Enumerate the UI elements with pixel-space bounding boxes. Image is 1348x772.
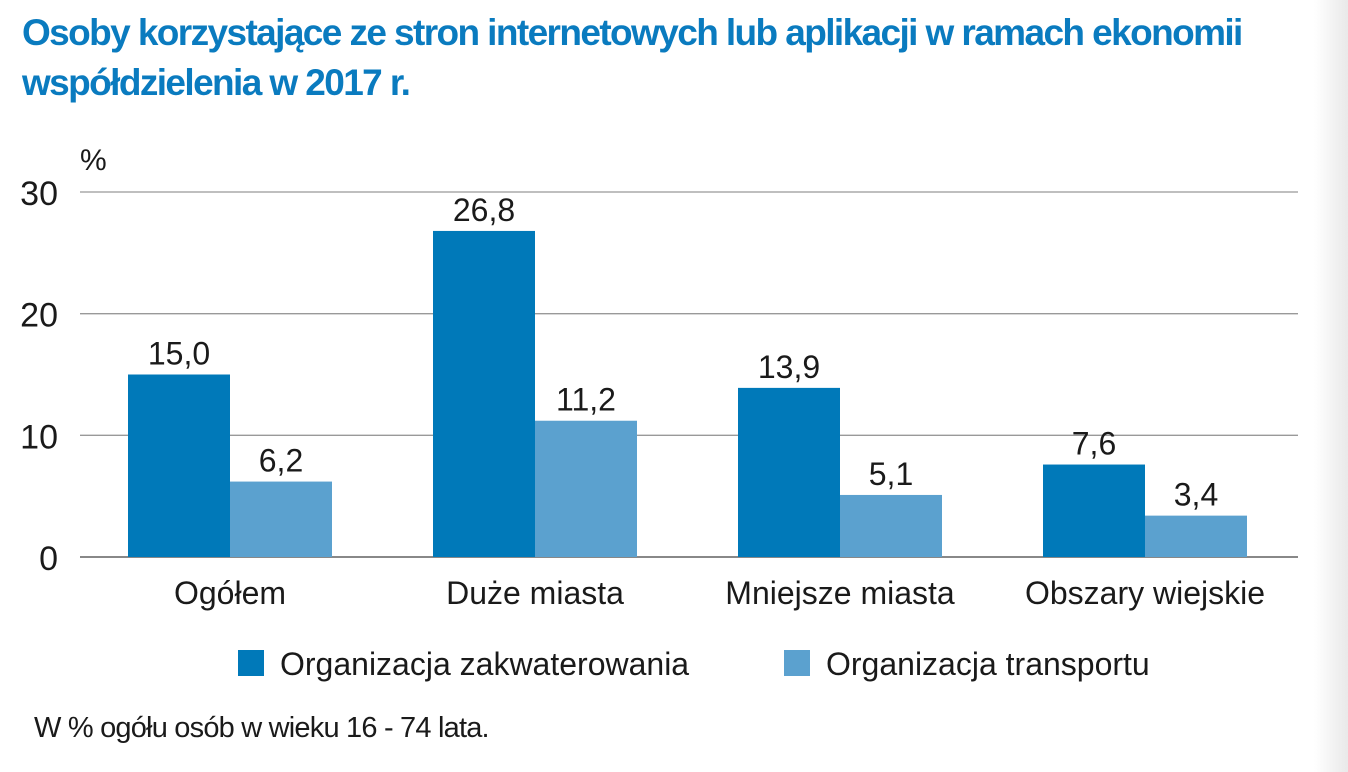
bar <box>1145 515 1247 557</box>
chart-note: W % ogółu osób w wieku 16 - 74 lata. <box>34 712 490 744</box>
bar <box>433 230 535 557</box>
data-label: 6,2 <box>259 443 303 479</box>
y-tick-label: 30 <box>20 175 58 213</box>
x-tick-label: Duże miasta <box>446 575 624 611</box>
data-label: 15,0 <box>148 336 210 372</box>
page-edge-shadow <box>1314 0 1348 772</box>
x-tick-label: Ogółem <box>174 575 286 611</box>
bar <box>128 374 230 557</box>
data-label: 11,2 <box>556 382 616 418</box>
data-label: 7,6 <box>1072 426 1116 462</box>
y-tick-label: 0 <box>39 540 58 578</box>
legend-swatch <box>238 650 264 676</box>
bar <box>840 494 942 557</box>
data-label: 3,4 <box>1174 477 1218 513</box>
bar <box>738 387 840 557</box>
legend-label: Organizacja zakwaterowania <box>280 646 689 682</box>
legend-swatch <box>784 650 810 676</box>
chart-title: Osoby korzystające ze stron internetowyc… <box>22 12 1243 103</box>
data-label: 5,1 <box>869 456 913 492</box>
y-tick-label: 20 <box>20 297 58 335</box>
data-label: 13,9 <box>758 349 820 385</box>
data-label: 26,8 <box>453 192 515 228</box>
x-tick-label: Obszary wiejskie <box>1025 575 1265 611</box>
bar <box>230 481 332 557</box>
bar <box>535 420 637 557</box>
bar <box>1043 464 1145 557</box>
y-tick-label: 10 <box>20 418 58 456</box>
legend-label: Organizacja transportu <box>826 646 1150 682</box>
y-axis-label: % <box>80 144 107 177</box>
x-tick-label: Mniejsze miasta <box>725 575 955 611</box>
